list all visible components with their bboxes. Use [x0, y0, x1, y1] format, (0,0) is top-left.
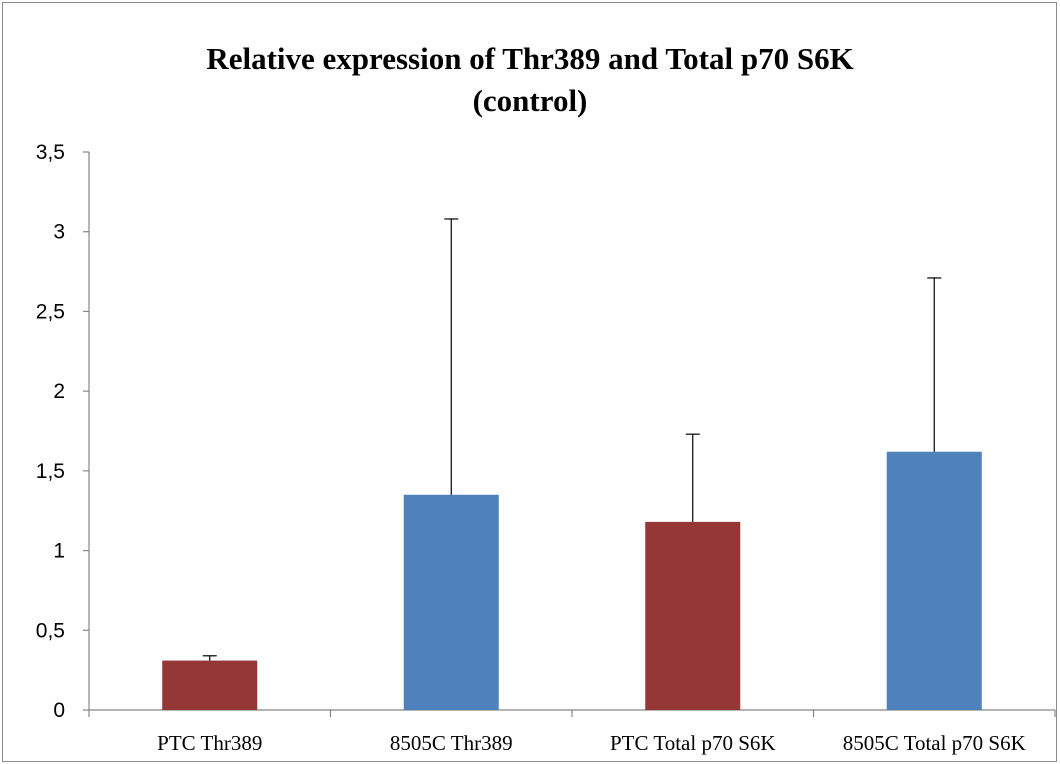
bar: [162, 660, 258, 710]
bar: [403, 494, 499, 710]
y-tick-label: 1: [53, 540, 65, 563]
plot-area: 0 0,5 1 1,5 2 2,5 3 3,5 PTC Thr389 8505C Thr389 PT…: [36, 141, 1056, 755]
y-tick-label: 2,5: [36, 300, 65, 323]
bar-chart: Relative expression of Thr389 and Total …: [36, 41, 1056, 755]
x-category-label: PTC Thr389: [157, 731, 262, 755]
chart-title-line-2: (control): [473, 83, 588, 118]
y-tick-label: 1,5: [36, 460, 65, 483]
chart-title-line-1: Relative expression of Thr389 and Total …: [206, 41, 853, 76]
x-category-label: 8505C Thr389: [390, 731, 513, 755]
x-category-label: PTC Total p70 S6K: [610, 731, 776, 755]
y-tick-label: 3,5: [36, 141, 65, 164]
bar: [886, 451, 982, 710]
y-tick-label: 3: [53, 221, 65, 244]
y-tick-label: 0: [53, 699, 65, 722]
y-tick-label: 2: [53, 380, 65, 403]
x-category-label: 8505C Total p70 S6K: [843, 731, 1026, 755]
bar: [645, 521, 741, 710]
y-tick-label: 0,5: [36, 619, 65, 642]
